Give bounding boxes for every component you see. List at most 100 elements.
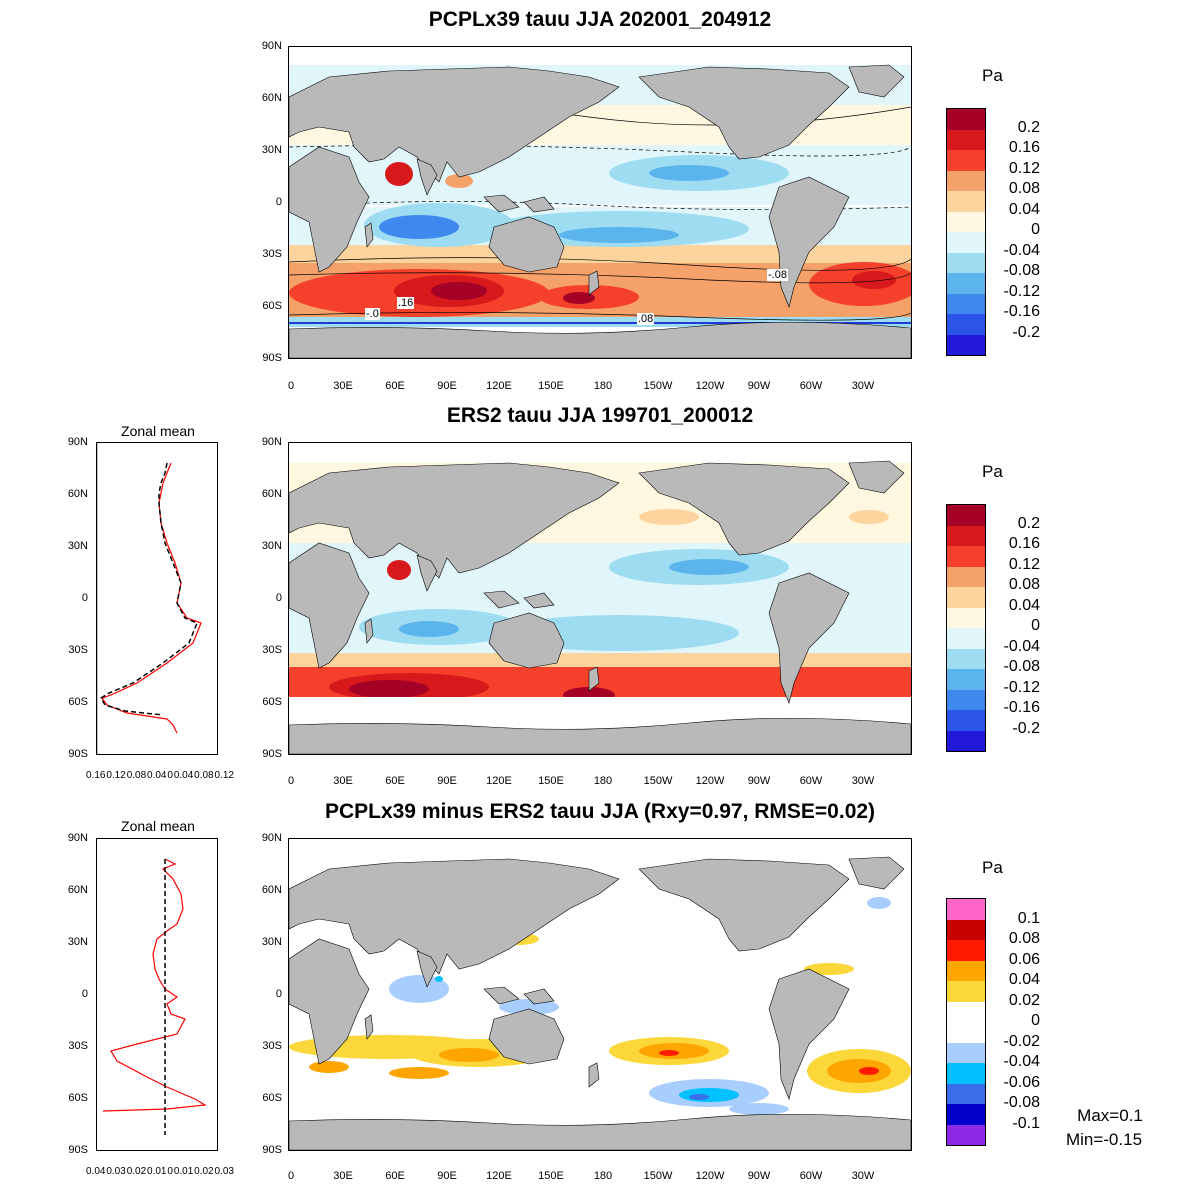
lat-tick: 90N — [261, 40, 282, 52]
lon-tick: 90W — [747, 380, 771, 392]
colorbar-label: 0.08 — [1008, 576, 1040, 593]
lat-tick: 60S — [262, 300, 282, 312]
colorbar-label: -0.2 — [1012, 720, 1040, 737]
lat-tick: 30S — [68, 1040, 88, 1052]
colorbar-swatch — [947, 669, 985, 690]
lat-tick: 0 — [81, 592, 88, 604]
lon-tick: 30W — [851, 775, 875, 787]
lat-tick: 30S — [262, 1040, 282, 1052]
zonal-xtick: 0.08 — [194, 770, 214, 781]
colorbar-label: 0.12 — [1008, 556, 1040, 573]
colorbar-swatch — [947, 1042, 985, 1063]
colorbar-swatch — [947, 211, 985, 232]
colorbar-swatch — [947, 1124, 985, 1145]
lat-tick: 0 — [81, 988, 88, 1000]
lon-tick: 180 — [593, 775, 613, 787]
lat-tick: 60S — [262, 696, 282, 708]
colorbar-label: 0 — [1031, 1012, 1040, 1029]
panel1-contour-field — [289, 47, 911, 358]
colorbar-label: 0.1 — [1017, 910, 1040, 927]
colorbar-label: -0.08 — [1003, 658, 1040, 675]
colorbar-swatch — [947, 648, 985, 669]
colorbar-swatch — [947, 1063, 985, 1084]
zonal-xtick: 0.16 — [86, 770, 106, 781]
colorbar-label: 0.2 — [1017, 515, 1040, 532]
panel1-colorbar-unit: Pa — [982, 66, 1003, 85]
panel1-colorbar — [946, 108, 986, 356]
panel2-map — [288, 442, 912, 755]
colorbar-swatch — [947, 232, 985, 253]
lat-tick: 60S — [68, 696, 88, 708]
colorbar-label: -0.04 — [1003, 1053, 1040, 1070]
colorbar-swatch — [947, 960, 985, 981]
zonal-mean-curves — [96, 443, 202, 754]
colorbar-swatch — [947, 1001, 985, 1022]
colorbar-label: 0.2 — [1017, 119, 1040, 136]
lon-tick: 120W — [695, 1170, 725, 1182]
panel1-title: PCPLx39 tauu JJA 202001_204912 — [428, 8, 772, 31]
lon-tick: 30E — [333, 1170, 353, 1182]
panel2-contour-field — [289, 443, 911, 754]
lon-tick: 150W — [643, 380, 673, 392]
zonal-xtick: 0.04 — [147, 770, 167, 781]
colorbar-swatch — [947, 710, 985, 731]
zonal-xticks: 0.16 0.12 0.08 0.04 0 0.04 0.08 0.12 — [86, 770, 234, 781]
colorbar-swatch — [947, 899, 985, 920]
lon-tick: 120W — [695, 775, 725, 787]
lon-tick: 30W — [851, 380, 875, 392]
colorbar-label: -0.12 — [1003, 679, 1040, 696]
colorbar-label: -0.06 — [1003, 1074, 1040, 1091]
zonal-xtick: 0.12 — [214, 770, 234, 781]
colorbar-label: -0.2 — [1012, 324, 1040, 341]
lat-tick: 60S — [68, 1092, 88, 1104]
lat-tick: 60N — [67, 884, 88, 896]
lat-tick: 0 — [275, 988, 282, 1000]
zonal-xtick: 0.01 — [173, 1166, 194, 1177]
lon-tick: 180 — [593, 1170, 613, 1182]
zonal-xtick: 0 — [167, 1166, 173, 1177]
max-stat: Max=0.1 — [1077, 1106, 1143, 1125]
zonal-xticks: 0.04 0.03 0.02 0.01 0 0.01 0.02 0.03 — [86, 1166, 234, 1177]
min-stat: Min=-0.15 — [1065, 1130, 1143, 1149]
lon-tick: 60W — [799, 775, 823, 787]
colorbar-label: 0.16 — [1008, 139, 1040, 156]
colorbar-label: 0.16 — [1008, 535, 1040, 552]
zonal-xtick: 0.03 — [214, 1166, 234, 1177]
lon-tick: 60W — [799, 1170, 823, 1182]
lat-tick: 90S — [262, 1144, 282, 1156]
lon-tick: 90E — [437, 1170, 457, 1182]
lat-tick: 90S — [68, 748, 88, 760]
colorbar-swatch — [947, 293, 985, 314]
colorbar-label: -0.08 — [1003, 1094, 1040, 1111]
zonal-mean-title: Zonal mean — [121, 818, 195, 834]
zonal-xtick: 0.01 — [147, 1166, 167, 1177]
colorbar-label: -0.04 — [1003, 242, 1040, 259]
panel3-colorbar-unit: Pa — [982, 858, 1003, 877]
panel3-contour-field — [289, 839, 911, 1150]
lon-tick: 120E — [486, 1170, 512, 1182]
colorbar-swatch — [947, 129, 985, 150]
colorbar-swatch — [947, 546, 985, 567]
colorbar-label: -0.08 — [1003, 262, 1040, 279]
panel3-map — [288, 838, 912, 1151]
zonal-xtick: 0.12 — [106, 770, 126, 781]
zonal-mean-plot — [96, 442, 218, 755]
colorbar-swatch — [947, 940, 985, 961]
lon-tick: 60E — [385, 380, 405, 392]
lon-tick: 150E — [538, 1170, 564, 1182]
panel2-colorbar — [946, 504, 986, 752]
lon-tick: 0 — [287, 380, 295, 392]
zonal-mean-plot — [96, 838, 218, 1151]
lon-tick: 0 — [287, 775, 295, 787]
lat-tick: 90N — [261, 832, 282, 844]
colorbar-label: -0.16 — [1003, 303, 1040, 320]
lat-tick: 0 — [275, 196, 282, 208]
lat-tick: 30N — [261, 144, 282, 156]
zonal-xtick: 0.08 — [126, 770, 147, 781]
colorbar-label: 0.04 — [1008, 971, 1040, 988]
lat-tick: 90N — [261, 436, 282, 448]
colorbar-swatch — [947, 587, 985, 608]
lat-tick: 30S — [262, 644, 282, 656]
colorbar-label: 0 — [1031, 617, 1040, 634]
lon-tick: 60E — [385, 775, 405, 787]
